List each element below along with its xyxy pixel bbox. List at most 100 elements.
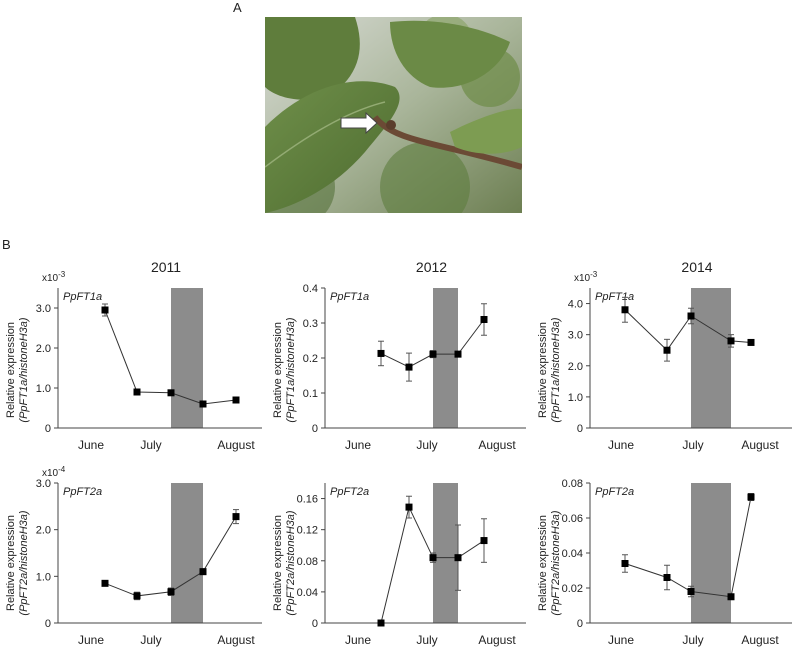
y-axis-label: Relative expression (5, 515, 17, 611)
y-tick-label: 0.08 (562, 478, 583, 490)
x-tick-label: June (345, 438, 371, 452)
y-tick-label: 1.0 (36, 571, 51, 583)
data-point (377, 349, 385, 357)
axis-multiplier-exponent: -3 (58, 270, 66, 279)
data-point (405, 503, 413, 511)
data-point (167, 389, 175, 397)
data-point (747, 493, 755, 501)
y-tick-label: 2.0 (36, 525, 51, 537)
data-point (480, 537, 488, 545)
data-point (621, 560, 629, 567)
data-point (167, 588, 175, 596)
y-axis-label: Relative expression (272, 515, 284, 611)
data-point (663, 346, 671, 354)
x-tick-label: July (682, 438, 703, 452)
shaded-period (433, 483, 458, 623)
y-axis-label: Relative expression (5, 322, 17, 418)
y-tick-label: 0.2 (303, 353, 318, 365)
data-point (454, 554, 462, 562)
data-point (133, 592, 141, 600)
y-axis-label: Relative expression (537, 322, 549, 418)
x-tick-label: August (217, 438, 255, 452)
x-tick-label: June (78, 633, 104, 647)
y-axis-label-ratio: (PpFT1a/histoneH3a) (550, 317, 562, 422)
shaded-period (171, 288, 203, 428)
y-tick-label: 1.0 (568, 392, 583, 404)
y-tick-label: 0 (312, 423, 318, 435)
data-point (727, 337, 735, 345)
x-tick-label: July (416, 438, 437, 452)
shaded-period (691, 483, 731, 623)
y-tick-label: 0.1 (303, 388, 318, 400)
x-tick-label: August (478, 633, 516, 647)
x-tick-label: August (478, 438, 516, 452)
axis-multiplier: x10-3 (42, 270, 66, 284)
gene-label: PpFT1a (595, 291, 634, 303)
chart-title: 2014 (681, 259, 712, 275)
data-point (687, 312, 695, 320)
shaded-period (433, 288, 458, 428)
x-tick-label: June (608, 438, 634, 452)
y-tick-label: 3.0 (36, 303, 51, 315)
y-tick-label: 0.04 (562, 548, 583, 560)
x-tick-label: July (416, 633, 437, 647)
y-axis-label: Relative expression (272, 322, 284, 418)
y-tick-label: 0 (577, 618, 583, 630)
y-tick-label: 1.0 (36, 383, 51, 395)
panel-label-b: B (2, 237, 11, 252)
chart-panel-2: 0 0.1 0.2 0.3 0.4 June July August 2012 PpFT1a Rel… (272, 259, 526, 452)
chart-title: 2011 (151, 259, 181, 275)
y-tick-label: 0 (312, 618, 318, 630)
x-tick-label: August (741, 633, 779, 647)
y-axis-label-ratio: (PpFT2a/histoneH3a) (550, 510, 562, 615)
y-tick-label: 0 (45, 423, 51, 435)
x-tick-label: June (608, 633, 634, 647)
data-point (232, 396, 240, 404)
data-point (727, 593, 735, 601)
data-point (101, 306, 109, 314)
y-tick-label: 0.12 (297, 525, 318, 537)
chart-panel-5: 0 0.04 0.08 0.12 0.16 June July August PpFT2a Rel… (272, 483, 526, 647)
y-tick-label: 0.06 (562, 513, 583, 525)
data-point (377, 619, 385, 627)
axis-multiplier-exponent: -4 (58, 465, 66, 474)
gene-label: PpFT2a (330, 486, 369, 498)
x-tick-label: June (345, 633, 371, 647)
y-tick-label: 0.4 (303, 283, 318, 295)
data-point (199, 400, 207, 408)
x-tick-label: August (741, 438, 779, 452)
data-point (133, 388, 141, 396)
data-point (747, 338, 755, 346)
data-point (454, 350, 462, 358)
data-point (101, 579, 109, 587)
y-tick-label: 0 (577, 423, 583, 435)
y-axis-label-ratio: (PpFT1a/histoneH3a) (18, 317, 30, 422)
x-tick-label: July (140, 438, 161, 452)
chart-panel-1: 0 1.0 2.0 3.0 June July August 2011 x10-3 PpFT1a R… (5, 259, 262, 452)
y-axis-label: Relative expression (537, 515, 549, 611)
y-axis-label-ratio: (PpFT2a/histoneH3a) (18, 510, 30, 615)
series-line (380, 505, 485, 624)
chart-panel-6: 0 0.02 0.04 0.06 0.08 June July August PpFT2a Rel… (537, 478, 792, 647)
y-tick-label: 0.02 (562, 583, 583, 595)
shaded-period (691, 288, 731, 428)
y-tick-label: 2.0 (36, 343, 51, 355)
data-point (663, 574, 671, 581)
data-point (687, 588, 695, 595)
chart-panel-3: 0 1.0 2.0 3.0 4.0 June July August 2014 x10-3 PpFT… (537, 259, 792, 452)
axis-multiplier: x10-3 (574, 270, 598, 284)
series-line (380, 319, 485, 368)
y-tick-label: 0.3 (303, 318, 318, 330)
y-tick-label: 3.0 (36, 478, 51, 490)
data-point (621, 306, 629, 314)
y-tick-label: 0.08 (297, 556, 318, 568)
x-tick-label: July (682, 633, 703, 647)
axis-multiplier-exponent: -3 (590, 270, 598, 279)
panel-label-a: A (233, 0, 242, 15)
gene-label: PpFT1a (63, 291, 102, 303)
y-axis-label-ratio: (PpFT2a/histoneH3a) (285, 510, 297, 615)
y-axis-label-ratio: (PpFT1a/histoneH3a) (285, 317, 297, 422)
chart-panel-4: 0 1.0 2.0 3.0 June July August x10-4 PpFT2a Relat… (5, 465, 262, 647)
chart-title: 2012 (416, 259, 447, 275)
